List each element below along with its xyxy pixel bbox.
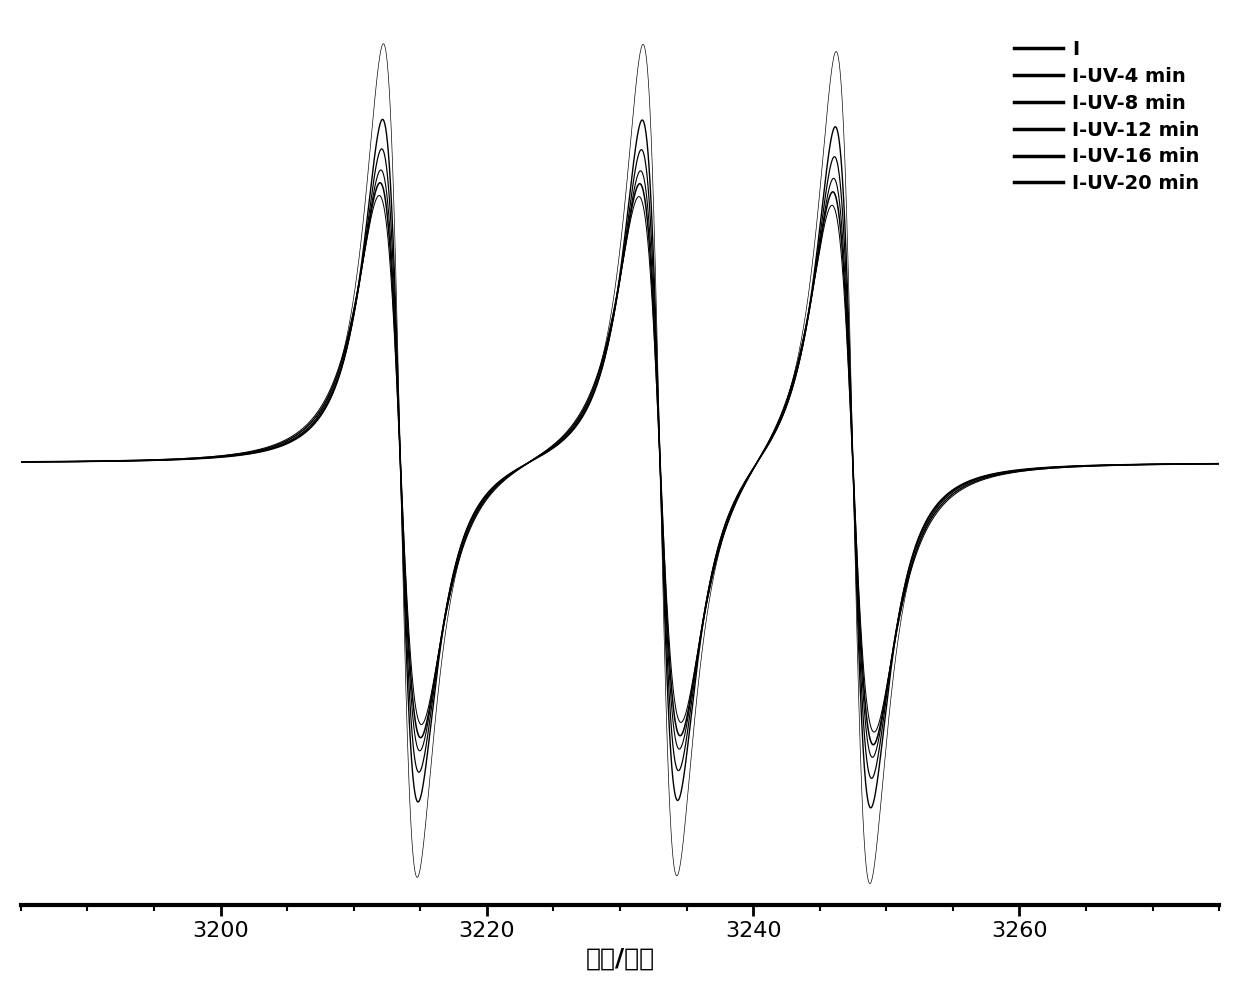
- I: [1211, 458, 1226, 470]
- I-UV-8 min: [1211, 458, 1226, 470]
- I-UV-16 min: [792, 347, 807, 359]
- I-UV-20 min: [792, 345, 807, 357]
- I-UV-4 min: [863, 802, 878, 814]
- I-UV-4 min: [231, 450, 246, 462]
- I-UV-16 min: [866, 738, 880, 750]
- I-UV-8 min: [792, 351, 807, 363]
- I-UV-16 min: [733, 488, 748, 499]
- I-UV-4 min: [14, 456, 29, 468]
- I-UV-20 min: [908, 551, 923, 563]
- I-UV-12 min: [733, 487, 748, 498]
- I-UV-8 min: [231, 449, 246, 461]
- I-UV-16 min: [14, 456, 29, 468]
- I-UV-4 min: [376, 113, 391, 125]
- I-UV-16 min: [1211, 458, 1226, 470]
- I-UV-12 min: [231, 449, 246, 461]
- I-UV-20 min: [231, 448, 246, 460]
- I-UV-12 min: [908, 543, 923, 555]
- I-UV-8 min: [908, 541, 923, 553]
- I-UV-16 min: [908, 547, 923, 559]
- I-UV-20 min: [14, 456, 29, 468]
- I-UV-20 min: [471, 505, 486, 517]
- I-UV-20 min: [372, 189, 387, 201]
- Line: I-UV-8 min: I-UV-8 min: [21, 149, 1219, 778]
- Line: I: I: [21, 44, 1219, 884]
- I-UV-8 min: [14, 456, 29, 468]
- I: [999, 466, 1014, 478]
- I-UV-12 min: [373, 165, 388, 176]
- I-UV-8 min: [733, 486, 748, 497]
- I-UV-20 min: [1211, 458, 1226, 470]
- I-UV-8 min: [471, 499, 486, 511]
- I-UV-12 min: [1211, 458, 1226, 470]
- I-UV-4 min: [908, 540, 923, 552]
- I-UV-8 min: [864, 772, 879, 784]
- I: [231, 449, 246, 461]
- I: [733, 488, 748, 499]
- I-UV-12 min: [864, 751, 879, 763]
- I-UV-4 min: [733, 485, 748, 496]
- I-UV-12 min: [14, 456, 29, 468]
- I-UV-12 min: [999, 467, 1014, 479]
- I-UV-20 min: [733, 489, 748, 500]
- I-UV-4 min: [999, 466, 1014, 478]
- I-UV-16 min: [999, 467, 1014, 479]
- Line: I-UV-20 min: I-UV-20 min: [21, 195, 1219, 732]
- I-UV-20 min: [867, 726, 882, 738]
- Line: I-UV-12 min: I-UV-12 min: [21, 170, 1219, 757]
- I-UV-8 min: [374, 143, 389, 155]
- I-UV-4 min: [1211, 458, 1226, 470]
- X-axis label: 磁场/高斯: 磁场/高斯: [585, 946, 655, 970]
- I: [908, 548, 923, 560]
- Legend: I, I-UV-4 min, I-UV-8 min, I-UV-12 min, I-UV-16 min, I-UV-20 min: I, I-UV-4 min, I-UV-8 min, I-UV-12 min, …: [1004, 31, 1209, 203]
- I-UV-20 min: [999, 468, 1014, 480]
- I-UV-4 min: [792, 351, 807, 363]
- I: [863, 878, 878, 890]
- I: [376, 38, 391, 50]
- I-UV-16 min: [372, 176, 387, 188]
- Line: I-UV-16 min: I-UV-16 min: [21, 182, 1219, 744]
- I: [14, 456, 29, 468]
- I: [792, 339, 807, 351]
- I-UV-8 min: [999, 466, 1014, 478]
- I-UV-16 min: [231, 448, 246, 460]
- I-UV-4 min: [471, 498, 486, 510]
- I-UV-12 min: [471, 501, 486, 513]
- Line: I-UV-4 min: I-UV-4 min: [21, 119, 1219, 808]
- I-UV-12 min: [792, 350, 807, 362]
- I-UV-16 min: [471, 503, 486, 515]
- I: [471, 502, 486, 514]
